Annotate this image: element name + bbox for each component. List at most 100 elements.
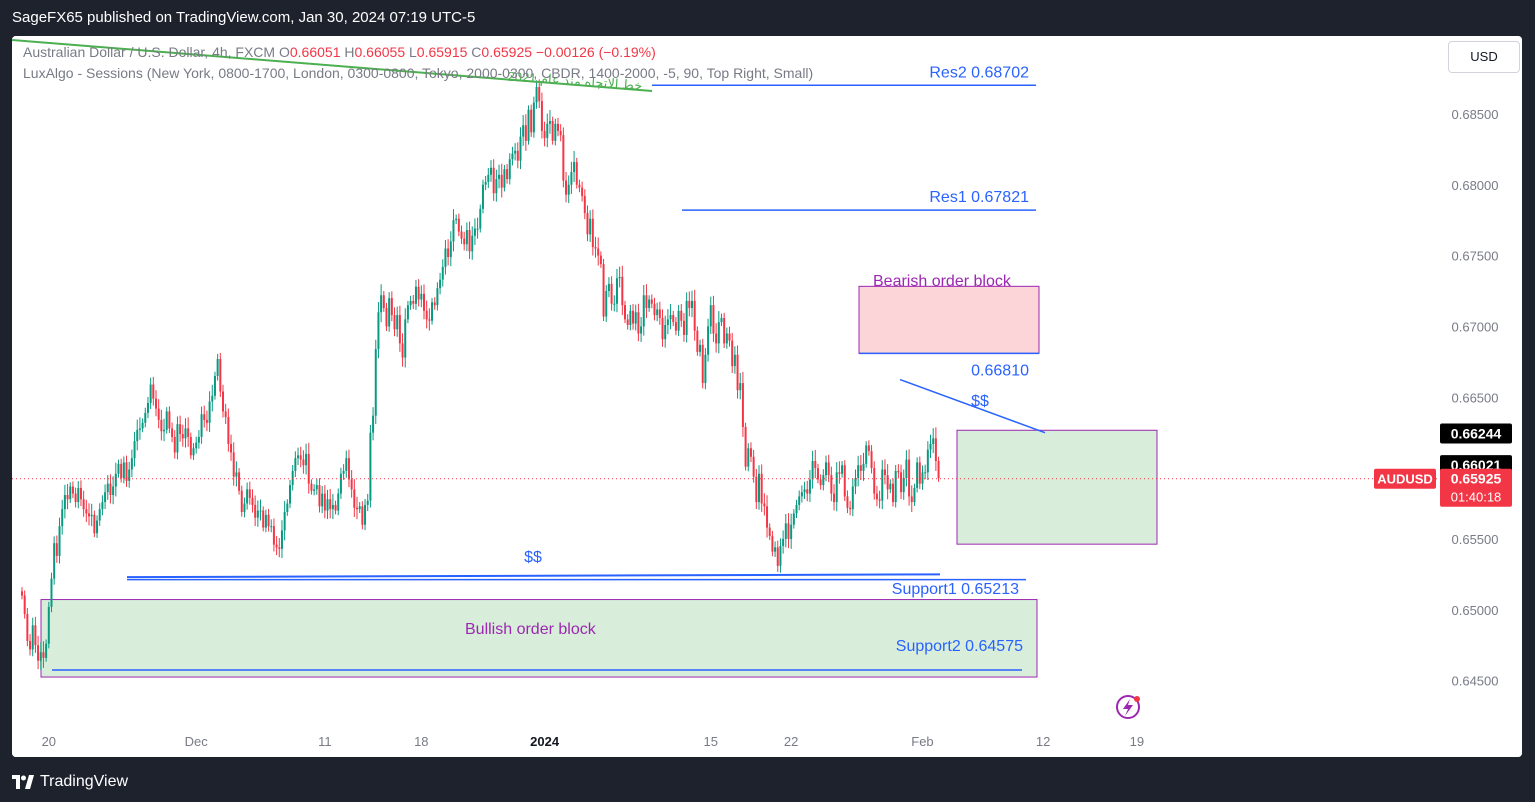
candle-body <box>567 184 570 195</box>
flash-icon-ring <box>1116 695 1140 719</box>
candle <box>731 332 734 373</box>
candle <box>366 493 369 512</box>
candle-body <box>101 502 104 510</box>
candle-body <box>272 526 275 545</box>
indicator-legend-line[interactable]: LuxAlgo - Sessions (New York, 0800-1700,… <box>23 65 814 81</box>
candle-body <box>457 218 460 232</box>
candle-body <box>98 509 101 521</box>
candle <box>709 296 712 335</box>
low-label: L <box>409 44 417 60</box>
candle <box>463 231 466 251</box>
candle-body <box>420 293 423 300</box>
candle <box>289 479 291 509</box>
candle <box>55 535 58 563</box>
candle-body <box>849 507 852 510</box>
candle <box>307 442 310 494</box>
candle-body <box>749 448 752 457</box>
candle-body <box>329 499 332 510</box>
candle-body <box>213 376 216 396</box>
candle-body <box>264 514 267 528</box>
candle <box>433 297 436 310</box>
candle <box>591 209 594 256</box>
candle-body <box>205 419 208 423</box>
candle <box>479 204 482 233</box>
candle <box>733 346 736 374</box>
candlestick-chart[interactable]: Res2 0.68702 Res1 0.67821 0.66810 Bearish o… <box>12 36 1522 757</box>
candle-body <box>350 479 353 490</box>
candle <box>79 480 82 507</box>
candle-body <box>929 444 932 450</box>
candle <box>232 442 235 486</box>
range-box-zone <box>956 429 1158 545</box>
candle-body <box>674 322 677 331</box>
candle-body <box>85 509 88 514</box>
bearish-ob-level-label: 0.66810 <box>971 362 1029 379</box>
candle <box>634 304 637 331</box>
candle-body <box>937 461 940 478</box>
candle-body <box>449 241 452 257</box>
x-tick-label: 22 <box>784 734 798 749</box>
candle <box>74 487 77 508</box>
candle <box>792 509 795 529</box>
currency-button[interactable]: USD <box>1448 41 1520 73</box>
candle-body <box>184 428 187 439</box>
candle-body <box>208 401 211 423</box>
candle <box>412 294 415 310</box>
candle <box>487 168 490 189</box>
symbol-tag: AUDUSD <box>1377 472 1433 487</box>
candle-body <box>299 455 302 460</box>
candle <box>297 447 300 466</box>
candle <box>573 151 576 182</box>
candle-body <box>431 302 434 321</box>
candle <box>682 313 685 342</box>
candle-body <box>760 473 763 504</box>
candle-body <box>889 483 892 490</box>
candle <box>937 456 940 482</box>
candle-body <box>133 441 136 459</box>
candle <box>423 284 425 320</box>
candle-body <box>808 479 811 494</box>
flash-icon[interactable] <box>1116 695 1140 719</box>
x-tick-label: Dec <box>185 734 209 749</box>
candle <box>101 495 104 516</box>
tradingview-logo[interactable]: TradingView <box>12 762 128 802</box>
candle <box>492 159 495 201</box>
candle-body <box>677 310 680 331</box>
chart-panel[interactable]: Res2 0.68702 Res1 0.67821 0.66810 Bearish o… <box>12 36 1522 757</box>
candle <box>674 317 677 336</box>
candle <box>321 485 324 514</box>
candle-body <box>122 462 125 478</box>
candle-body <box>71 486 74 494</box>
candle <box>278 538 281 558</box>
candle-body <box>267 514 270 527</box>
candle <box>656 302 659 322</box>
candle <box>144 407 147 428</box>
candle <box>918 456 921 490</box>
candle-body <box>921 472 924 484</box>
candle <box>838 461 841 484</box>
symbol-name[interactable]: Australian Dollar / U.S. Dollar, 4h, FXC… <box>23 44 276 60</box>
candle <box>565 172 568 203</box>
candle-body <box>93 514 96 534</box>
candle-body <box>356 507 358 510</box>
candle <box>822 469 825 491</box>
candle-body <box>720 317 723 323</box>
candle <box>96 515 99 538</box>
candle <box>755 468 758 509</box>
candle <box>771 530 774 557</box>
candle-body <box>918 462 921 484</box>
candle-body <box>447 248 450 257</box>
candle <box>597 237 600 266</box>
candle-body <box>562 135 565 181</box>
candle <box>138 417 141 440</box>
candle-body <box>171 428 174 437</box>
candle <box>259 499 262 521</box>
candle <box>578 179 581 193</box>
candle-body <box>401 343 404 358</box>
candle <box>570 161 573 194</box>
candle <box>374 339 377 425</box>
candle <box>377 302 380 359</box>
candle-body <box>875 493 878 500</box>
candle <box>318 478 321 513</box>
candle <box>897 464 900 479</box>
